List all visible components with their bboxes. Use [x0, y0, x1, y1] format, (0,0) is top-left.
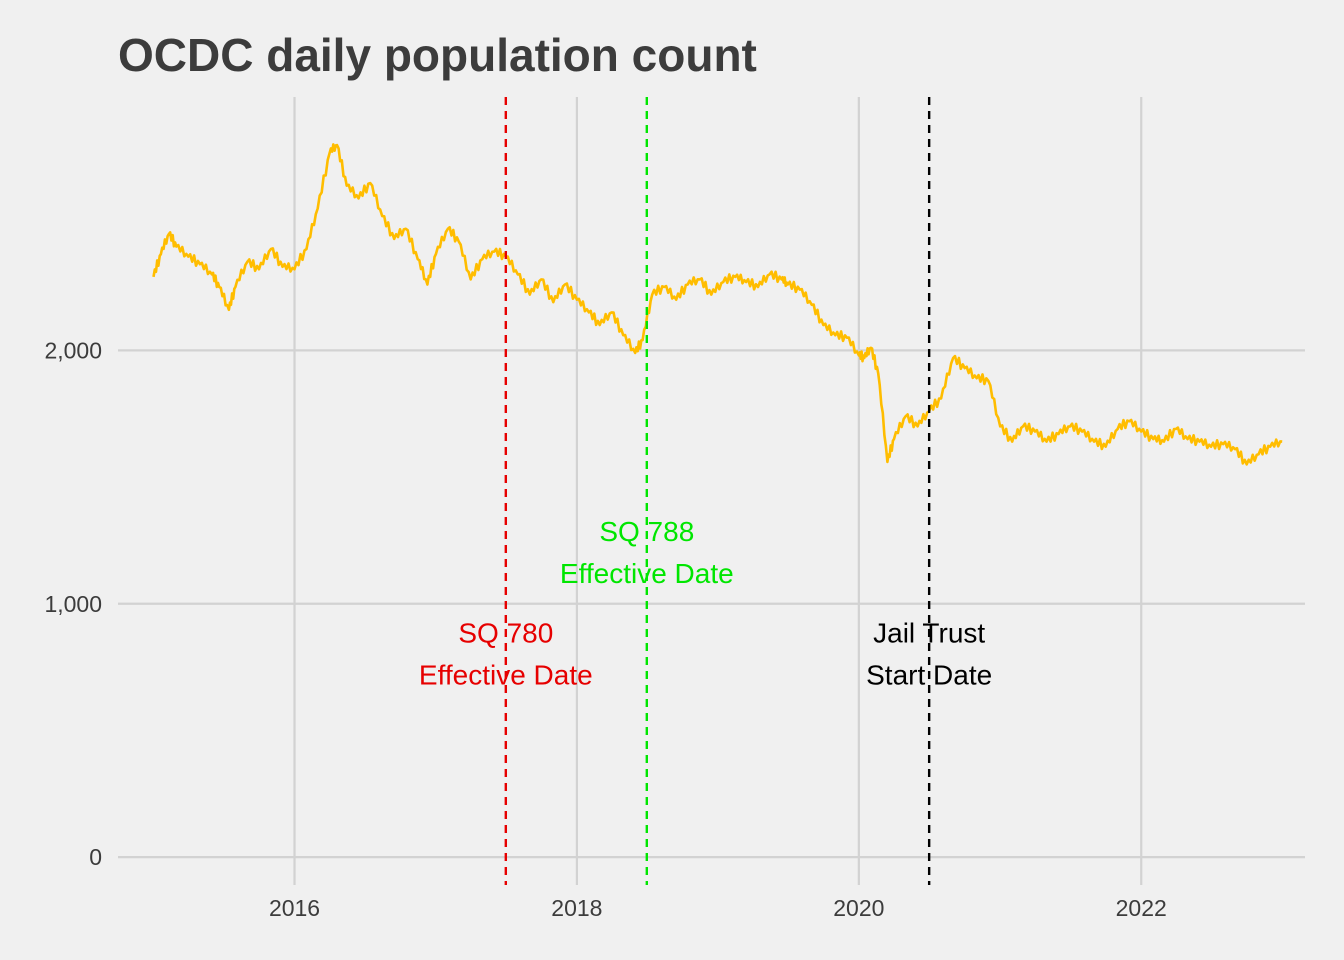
- x-gridlines: [293, 97, 1143, 885]
- x-tick-label: 2016: [269, 895, 320, 921]
- y-tick-label: 0: [89, 844, 102, 870]
- y-axis-tick-labels: 0 1,000 2,000: [44, 337, 102, 870]
- x-axis-tick-labels: 2016 2018 2020 2022: [269, 895, 1167, 921]
- series-group: [152, 143, 1283, 466]
- y-tick-label: 2,000: [44, 337, 102, 363]
- chart-title: OCDC daily population count: [118, 29, 757, 81]
- annotation-label: Effective Date: [419, 659, 593, 690]
- x-tick-label: 2022: [1116, 895, 1167, 921]
- annotation-label: Start Date: [866, 659, 992, 690]
- y-tick-label: 1,000: [44, 591, 102, 617]
- x-tick-label: 2020: [833, 895, 884, 921]
- annotation-label: SQ 788: [599, 516, 694, 547]
- annotation-label: Effective Date: [560, 558, 734, 589]
- y-gridlines: [118, 349, 1305, 859]
- annotation-label: Jail Trust: [873, 617, 985, 648]
- population-line: [152, 143, 1283, 466]
- annotation-label: SQ 780: [458, 617, 553, 648]
- x-tick-label: 2018: [551, 895, 602, 921]
